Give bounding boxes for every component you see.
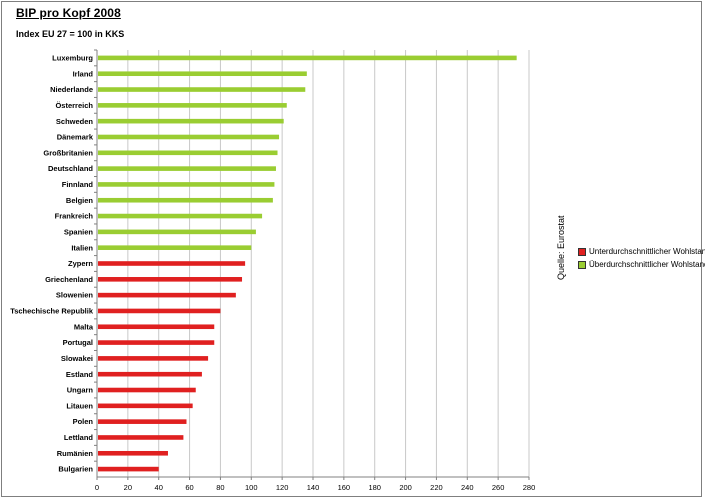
bar (98, 103, 287, 108)
legend-label-below: Unterdurchschnittlicher Wohlstand (589, 247, 705, 256)
category-label: Malta (74, 322, 94, 331)
bar (98, 466, 159, 472)
category-label: Lettland (64, 433, 94, 442)
bar (98, 197, 273, 203)
bar (98, 55, 517, 61)
category-label: Polen (73, 417, 94, 426)
category-label: Slowenien (56, 291, 94, 300)
bar (98, 435, 184, 440)
category-label: Rumänien (57, 449, 94, 458)
legend: Unterdurchschnittlicher Wohlstand Überdu… (578, 245, 705, 271)
bar (98, 150, 278, 156)
bar (98, 419, 187, 424)
legend-item-below: Unterdurchschnittlicher Wohlstand (578, 245, 705, 258)
category-label: Großbritanien (43, 148, 93, 157)
x-tick-label: 100 (245, 483, 258, 492)
bar (98, 324, 215, 330)
bar (98, 371, 202, 377)
bar (98, 166, 276, 171)
x-tick-label: 180 (368, 483, 381, 492)
bar (98, 340, 215, 345)
bar (98, 261, 246, 266)
bar (98, 245, 252, 250)
x-tick-label: 220 (430, 483, 443, 492)
x-tick-label: 140 (307, 483, 320, 492)
x-tick-label: 40 (155, 483, 163, 492)
legend-swatch-above (578, 260, 586, 269)
category-label: Tschechische Republik (10, 307, 94, 316)
x-tick-label: 240 (461, 483, 474, 492)
bar (98, 403, 193, 409)
category-label: Dänemark (57, 133, 94, 142)
category-label: Finnland (62, 180, 94, 189)
x-tick-label: 200 (399, 483, 412, 492)
bar (98, 229, 256, 235)
bar (98, 118, 284, 124)
category-label: Ungarn (67, 386, 94, 395)
x-tick-label: 120 (276, 483, 289, 492)
category-label: Frankreich (55, 212, 94, 221)
category-label: Slowakei (61, 354, 93, 363)
legend-item-above: Überdurchschnittlicher Wohlstand (578, 258, 705, 271)
category-label: Österreich (55, 101, 93, 110)
x-tick-label: 280 (523, 483, 536, 492)
category-label: Italien (71, 243, 93, 252)
bar (98, 87, 306, 92)
x-tick-label: 260 (492, 483, 505, 492)
bar (98, 182, 275, 187)
bar (98, 134, 280, 140)
category-label: Bulgarien (58, 465, 93, 474)
x-tick-label: 60 (185, 483, 193, 492)
bar (98, 356, 209, 361)
category-label: Portugal (63, 338, 93, 347)
chart-title: BIP pro Kopf 2008 (16, 6, 121, 20)
chart-subtitle: Index EU 27 = 100 in KKS (16, 29, 125, 39)
bar (98, 213, 263, 219)
source-label: Quelle: Eurostat (556, 215, 566, 280)
bar (98, 277, 243, 282)
x-tick-label: 0 (95, 483, 99, 492)
bar (98, 450, 168, 456)
category-label: Luxemburg (52, 54, 93, 63)
legend-label-above: Überdurchschnittlicher Wohlstand (589, 260, 705, 269)
x-tick-label: 80 (216, 483, 224, 492)
bar (98, 292, 236, 298)
bar (98, 387, 196, 393)
category-label: Belgien (66, 196, 94, 205)
bar (98, 71, 307, 77)
category-label: Spanien (64, 227, 94, 236)
category-label: Litauen (66, 401, 93, 410)
x-tick-label: 160 (338, 483, 351, 492)
bar (98, 308, 221, 314)
category-label: Deutschland (48, 164, 93, 173)
category-label: Irland (73, 69, 94, 78)
category-label: Niederlande (50, 85, 93, 94)
category-label: Zypern (68, 259, 93, 268)
category-label: Griechenland (45, 275, 93, 284)
legend-swatch-below (578, 247, 586, 256)
x-tick-label: 20 (124, 483, 132, 492)
category-label: Estland (66, 370, 94, 379)
category-label: Schweden (56, 117, 94, 126)
